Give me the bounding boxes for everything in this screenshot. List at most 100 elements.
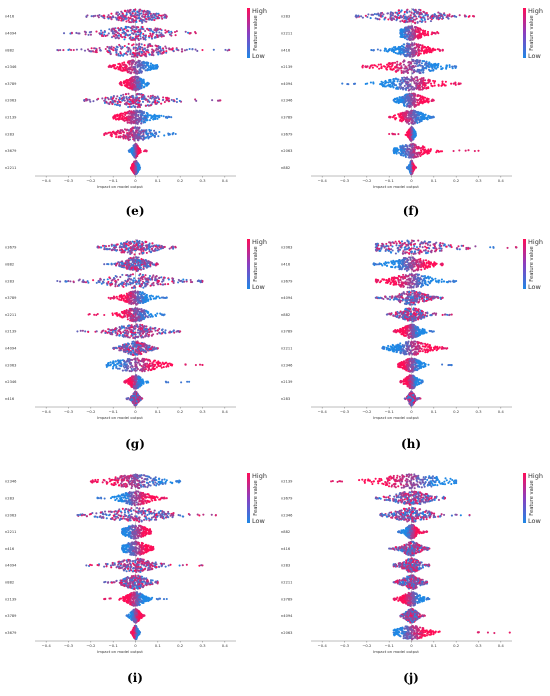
shap-point: [118, 132, 121, 135]
shap-point: [417, 116, 420, 120]
shap-point: [394, 45, 397, 49]
feature-label: n3789: [5, 82, 17, 86]
shap-point: [381, 82, 384, 85]
shap-point: [391, 48, 394, 51]
shap-point: [145, 55, 148, 58]
shap-point: [128, 103, 131, 106]
shap-point: [417, 94, 420, 97]
shap-point: [156, 34, 159, 37]
shap-point: [145, 20, 148, 23]
shap-point: [413, 82, 416, 85]
shap-point: [413, 155, 417, 158]
beeswarm-n2211: [399, 25, 440, 42]
shap-point: [393, 66, 397, 69]
shap-point: [107, 98, 110, 101]
shap-point: [415, 59, 418, 62]
shap-point: [153, 129, 156, 132]
shap-point: [145, 149, 148, 152]
shap-point: [141, 130, 144, 133]
shap-point: [164, 45, 167, 48]
beeswarm-n4094: [341, 75, 462, 92]
shap-point: [138, 137, 141, 140]
shap-point: [408, 152, 411, 155]
shap-point: [415, 81, 418, 85]
shap-point: [129, 49, 132, 52]
shap-point: [124, 64, 128, 67]
x-tick-label: 0.3: [475, 178, 482, 183]
shap-point: [441, 82, 444, 85]
shap-point: [392, 68, 395, 71]
shap-point: [416, 28, 419, 31]
shap-point: [133, 86, 136, 89]
shap-point: [104, 96, 107, 99]
shap-point: [424, 96, 427, 99]
shap-point: [406, 135, 410, 138]
shap-point: [411, 16, 414, 19]
shap-point: [406, 26, 409, 29]
shap-point: [121, 36, 124, 39]
shap-point: [425, 67, 428, 70]
shap-point: [147, 35, 150, 38]
shap-point: [170, 30, 173, 33]
shap-point: [163, 101, 166, 104]
shap-point: [412, 58, 415, 62]
shap-point: [128, 100, 131, 103]
shap-point: [121, 13, 124, 17]
shap-point: [88, 98, 91, 101]
shap-point: [75, 48, 78, 51]
shap-point: [412, 128, 415, 131]
shap-point: [170, 116, 173, 119]
shap-point: [427, 81, 430, 84]
shap-point: [126, 34, 129, 37]
shap-point: [104, 34, 107, 37]
x-tick-label: 0.4: [222, 178, 229, 183]
x-tick-label: 0.1: [431, 178, 438, 183]
shap-point: [393, 117, 396, 120]
shap-point: [421, 45, 424, 48]
shap-point: [426, 32, 429, 35]
shap-point: [150, 29, 153, 32]
shap-point: [410, 48, 413, 51]
shap-point: [400, 16, 403, 19]
shap-point: [152, 96, 155, 99]
shap-point: [138, 148, 141, 151]
shap-point: [111, 27, 114, 30]
shap-point: [136, 88, 139, 91]
shap-point: [422, 10, 425, 13]
feature-label: n3789: [281, 116, 293, 120]
shap-point: [114, 16, 117, 19]
shap-point: [103, 33, 106, 36]
shap-point: [429, 20, 433, 23]
shap-point: [94, 14, 97, 17]
shap-point: [409, 83, 412, 86]
shap-point: [414, 18, 417, 21]
shap-point: [124, 114, 127, 117]
shap-point: [195, 99, 198, 102]
shap-point: [116, 117, 119, 120]
shap-point: [423, 49, 426, 52]
shap-point: [414, 120, 417, 123]
shap-point: [419, 151, 422, 154]
shap-point: [136, 66, 139, 69]
shap-point: [427, 65, 430, 68]
shap-point: [408, 51, 411, 54]
shap-point: [132, 88, 135, 91]
x-tick-label: 0.4: [498, 178, 505, 183]
shap-point: [386, 12, 389, 15]
shap-point: [211, 99, 214, 102]
shap-point: [184, 30, 187, 33]
shap-point: [413, 62, 416, 65]
shap-point: [149, 104, 153, 107]
shap-point: [116, 14, 120, 17]
shap-point: [136, 118, 139, 121]
shap-point: [405, 148, 408, 151]
shap-point: [409, 139, 412, 142]
shap-point: [405, 118, 408, 121]
shap-point: [430, 63, 433, 66]
x-tick-label: −0.3: [340, 178, 350, 183]
shap-point: [129, 86, 132, 90]
shap-point: [411, 42, 414, 45]
shap-point: [392, 149, 395, 152]
shap-point: [135, 75, 138, 79]
shap-point: [84, 33, 87, 36]
